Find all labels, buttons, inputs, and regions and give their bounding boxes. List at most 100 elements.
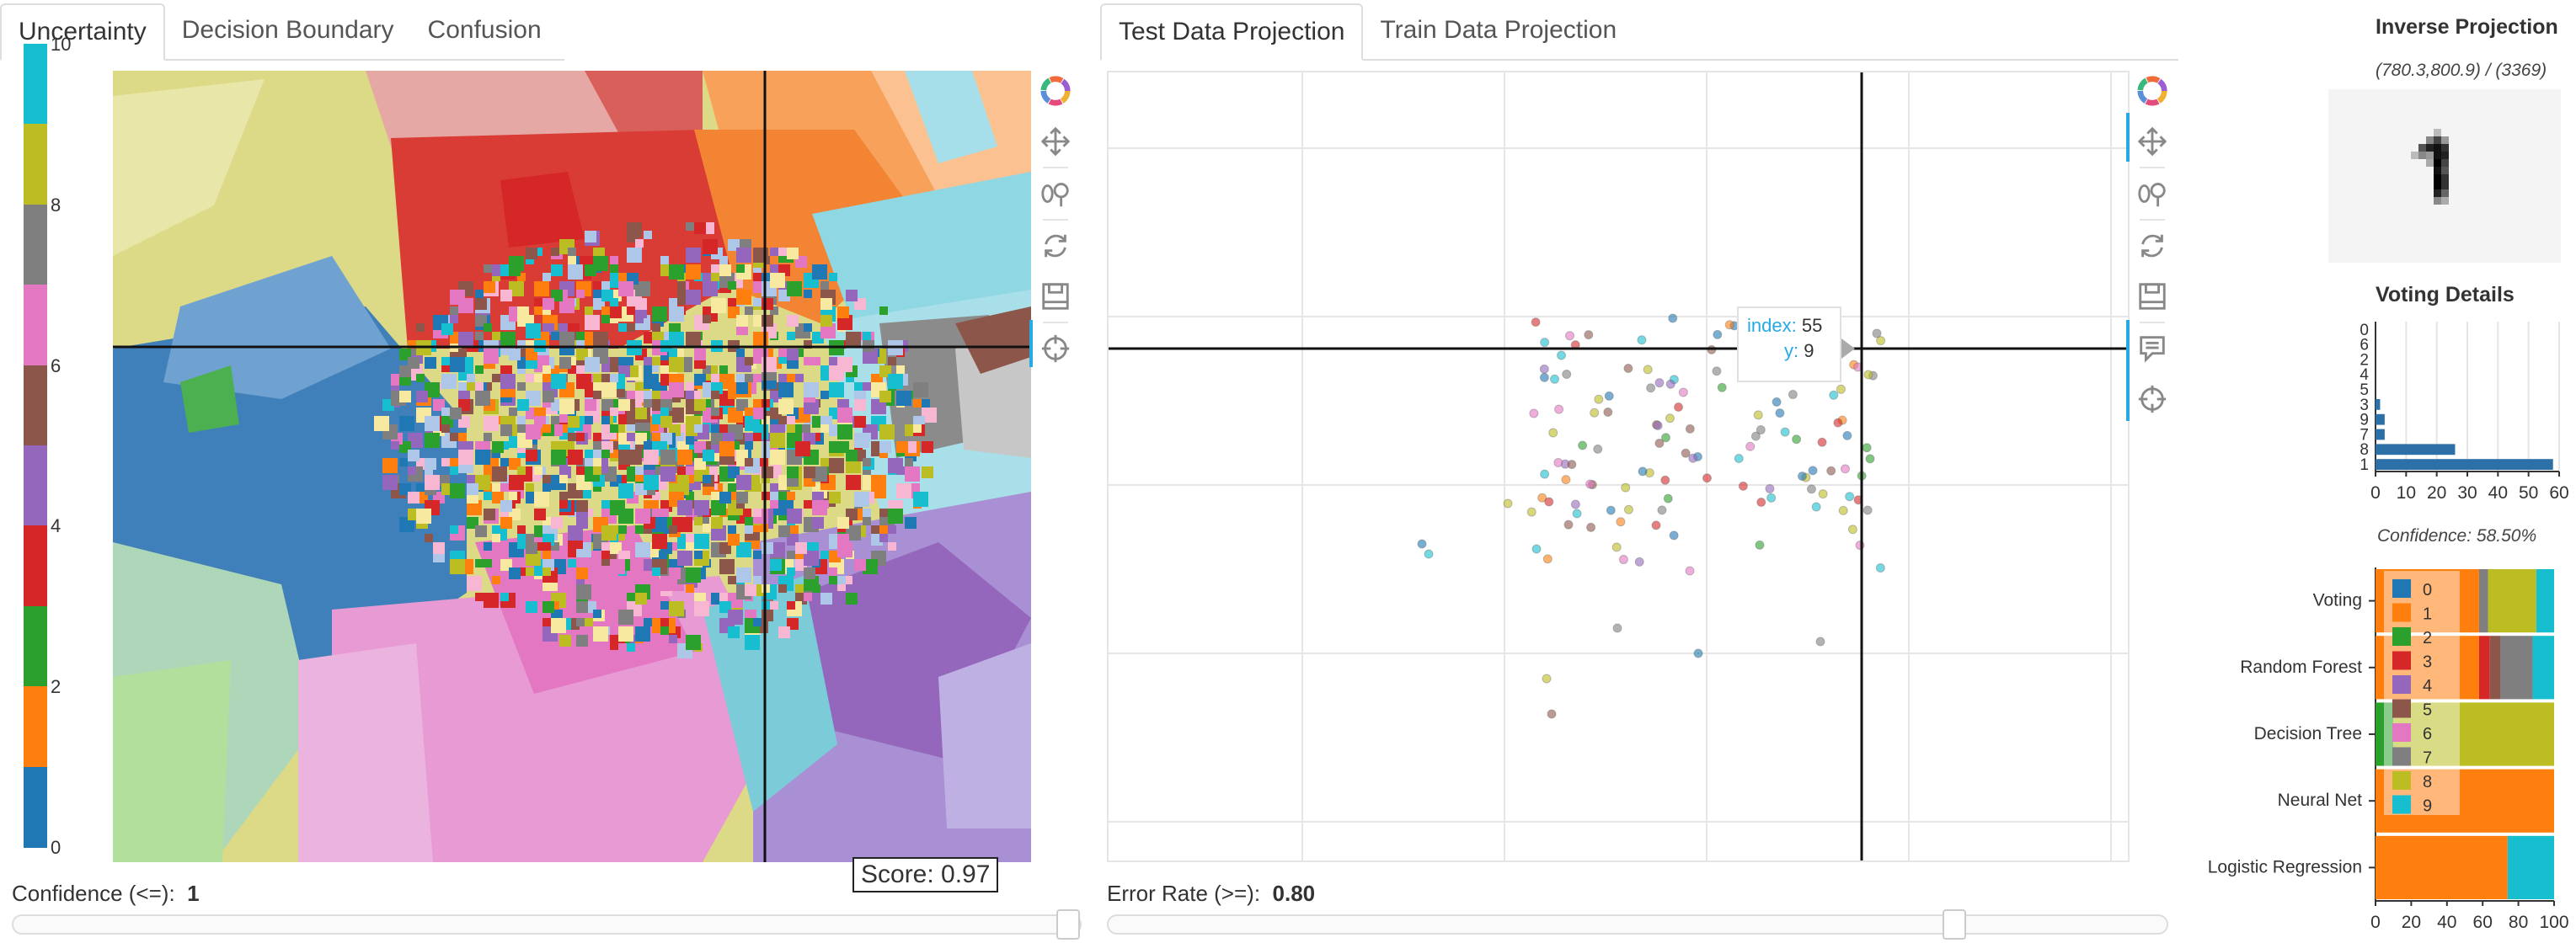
projection-point[interactable] bbox=[1547, 709, 1557, 719]
projection-point[interactable] bbox=[1872, 328, 1882, 338]
projection-point[interactable] bbox=[1634, 557, 1644, 567]
uncertainty-map[interactable] bbox=[113, 71, 1031, 862]
projection-point[interactable] bbox=[1750, 431, 1761, 441]
pan-icon[interactable] bbox=[2134, 123, 2171, 160]
projection-point[interactable] bbox=[1424, 549, 1434, 559]
projection-point[interactable] bbox=[1669, 530, 1679, 541]
projection-point[interactable] bbox=[1724, 320, 1734, 330]
projection-plot[interactable] bbox=[1107, 71, 2130, 862]
projection-point[interactable] bbox=[1548, 428, 1558, 438]
tab-decision-boundary[interactable]: Decision Boundary bbox=[181, 16, 394, 44]
projection-point[interactable] bbox=[1808, 466, 1818, 476]
projection-point[interactable] bbox=[1542, 554, 1553, 564]
projection-point[interactable] bbox=[1734, 453, 1744, 463]
error-rate-slider[interactable] bbox=[1107, 914, 2168, 935]
projection-point[interactable] bbox=[1668, 313, 1678, 323]
projection-point[interactable] bbox=[1553, 457, 1563, 467]
projection-point[interactable] bbox=[1693, 648, 1703, 658]
projection-point[interactable] bbox=[1756, 425, 1766, 435]
wheel-zoom-icon[interactable] bbox=[1037, 175, 1074, 212]
error-rate-slider-handle[interactable] bbox=[1943, 909, 1966, 940]
projection-point[interactable] bbox=[1712, 366, 1722, 376]
projection-point[interactable] bbox=[1755, 540, 1765, 550]
projection-point[interactable] bbox=[1578, 440, 1588, 450]
projection-point[interactable] bbox=[1753, 410, 1763, 420]
projection-point[interactable] bbox=[1765, 483, 1775, 493]
projection-point[interactable] bbox=[1660, 433, 1670, 443]
projection-point[interactable] bbox=[1663, 493, 1673, 503]
projection-point[interactable] bbox=[1876, 336, 1886, 346]
projection-point[interactable] bbox=[1838, 505, 1848, 515]
projection-point[interactable] bbox=[1815, 637, 1825, 647]
projection-point[interactable] bbox=[1738, 481, 1748, 491]
crosshair-icon[interactable] bbox=[2134, 381, 2171, 418]
projection-point[interactable] bbox=[1567, 460, 1577, 470]
projection-point[interactable] bbox=[1529, 408, 1539, 418]
projection-point[interactable] bbox=[1526, 507, 1537, 517]
projection-point[interactable] bbox=[1685, 566, 1695, 576]
projection-point[interactable] bbox=[1797, 472, 1807, 482]
projection-point[interactable] bbox=[1817, 437, 1827, 447]
projection-point[interactable] bbox=[1531, 544, 1542, 554]
projection-point[interactable] bbox=[1842, 430, 1852, 440]
projection-point[interactable] bbox=[1611, 542, 1622, 552]
projection-point[interactable] bbox=[1788, 390, 1798, 400]
projection-point[interactable] bbox=[1766, 493, 1777, 503]
projection-point[interactable] bbox=[1603, 407, 1613, 417]
projection-point[interactable] bbox=[1585, 479, 1595, 489]
projection-point[interactable] bbox=[1772, 397, 1782, 407]
projection-point[interactable] bbox=[1875, 563, 1885, 573]
wheel-zoom-icon[interactable] bbox=[2134, 175, 2171, 212]
projection-point[interactable] bbox=[1653, 420, 1663, 430]
save-icon[interactable] bbox=[1037, 278, 1074, 315]
projection-point[interactable] bbox=[1572, 509, 1582, 519]
projection-point[interactable] bbox=[1681, 448, 1691, 458]
projection-point[interactable] bbox=[1531, 317, 1541, 328]
projection-point[interactable] bbox=[1550, 374, 1560, 384]
projection-point[interactable] bbox=[1847, 525, 1857, 535]
projection-point[interactable] bbox=[1678, 387, 1688, 397]
projection-point[interactable] bbox=[1811, 502, 1821, 512]
projection-point[interactable] bbox=[1638, 466, 1648, 477]
projection-point[interactable] bbox=[1623, 504, 1633, 514]
tab-test-data-projection[interactable]: Test Data Projection bbox=[1100, 3, 1364, 61]
projection-point[interactable] bbox=[1713, 329, 1723, 339]
projection-point[interactable] bbox=[1745, 441, 1756, 451]
projection-point[interactable] bbox=[1660, 475, 1670, 485]
projection-point[interactable] bbox=[1637, 335, 1647, 345]
projection-point[interactable] bbox=[1646, 383, 1656, 393]
projection-point[interactable] bbox=[1537, 493, 1547, 503]
projection-point[interactable] bbox=[1539, 364, 1549, 374]
projection-point[interactable] bbox=[1417, 539, 1427, 549]
projection-point[interactable] bbox=[1643, 365, 1653, 375]
tab-train-data-projection[interactable]: Train Data Projection bbox=[1380, 16, 1617, 44]
projection-point[interactable] bbox=[1702, 473, 1712, 483]
projection-point[interactable] bbox=[1863, 505, 1873, 515]
projection-point[interactable] bbox=[1584, 330, 1594, 340]
projection-point[interactable] bbox=[1806, 484, 1816, 494]
projection-point[interactable] bbox=[1841, 464, 1850, 474]
projection-point[interactable] bbox=[1503, 498, 1513, 509]
projection-point[interactable] bbox=[1836, 384, 1846, 394]
projection-point[interactable] bbox=[1862, 443, 1872, 453]
projection-point[interactable] bbox=[1833, 418, 1843, 428]
projection-point[interactable] bbox=[1665, 413, 1675, 424]
projection-point[interactable] bbox=[1792, 434, 1802, 445]
projection-point[interactable] bbox=[1863, 370, 1873, 380]
projection-point[interactable] bbox=[1542, 674, 1552, 684]
tab-confusion[interactable]: Confusion bbox=[427, 16, 542, 44]
projection-point[interactable] bbox=[1717, 382, 1727, 392]
projection-point[interactable] bbox=[1594, 394, 1604, 404]
projection-point[interactable] bbox=[1557, 350, 1567, 360]
crosshair-icon[interactable] bbox=[1037, 330, 1074, 367]
bokeh-logo-icon[interactable] bbox=[1037, 72, 1074, 109]
projection-point[interactable] bbox=[1829, 390, 1839, 400]
projection-point[interactable] bbox=[1586, 522, 1596, 532]
projection-point[interactable] bbox=[1561, 475, 1571, 485]
projection-point[interactable] bbox=[1657, 505, 1667, 515]
projection-point[interactable] bbox=[1826, 466, 1836, 476]
projection-point[interactable] bbox=[1654, 438, 1665, 448]
projection-point[interactable] bbox=[1544, 497, 1554, 507]
projection-point[interactable] bbox=[1539, 372, 1549, 382]
projection-point[interactable] bbox=[1606, 505, 1616, 515]
